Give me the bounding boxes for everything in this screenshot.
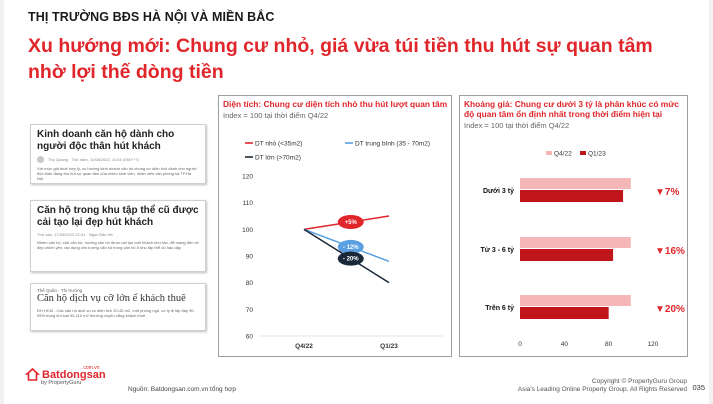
copyright: Copyright © PropertyGuru Group Asia's Le… (517, 378, 687, 393)
x-tick-label: 0 (518, 341, 522, 348)
change-label: ▼20% (655, 304, 685, 315)
source-note: Nguồn: Batdongsan.com.vn tổng hợp (128, 386, 236, 393)
bar-q4-22 (520, 237, 631, 248)
area-line-chart: DT nhỏ (<35m2) DT trung bình (35 - 70m2) D… (242, 140, 444, 350)
avatar (37, 156, 44, 163)
bar-q4-22 (520, 178, 631, 189)
bar-q1-23 (520, 307, 609, 319)
article-card-3: Thế Quân · Thị trường Căn hộ dịch vụ cỡ … (30, 283, 206, 331)
x-tick-label: 80 (605, 341, 613, 348)
y-tick-label: 120 (242, 174, 253, 181)
legend-swatch (546, 151, 552, 155)
area-panel: Diện tích: Chung cư diện tích nhỏ thu hú… (218, 95, 452, 357)
bar-q1-23 (520, 190, 624, 202)
x-tick-label: Q1/23 (380, 343, 398, 350)
area-panel-subtitle: Index = 100 tại thời điểm Q4/22 (223, 111, 329, 120)
batdongsan-logo: .com.vn Batdongsan by PropertyGuru (24, 365, 106, 386)
article-headline: Kinh doanh căn hộ dành cho người độc thâ… (37, 129, 175, 152)
article-excerpt: Nhiều căn hộ, chủ căn hộ, hướng căn hộ đ… (37, 240, 199, 250)
y-tick-label: 90 (246, 254, 254, 261)
article-excerpt: ĐH HCM - Các căn hộ dịch vụ có diện tích… (37, 308, 195, 318)
logo-word: Batdongsan (42, 368, 106, 381)
category-label: Trên 6 tỷ (485, 305, 514, 312)
article-source: Thế Quân · Thị trường (37, 288, 83, 293)
change-pill (337, 251, 364, 266)
change-label: +5% (345, 220, 358, 226)
y-tick-label: 80 (246, 280, 254, 287)
x-tick-label: 120 (648, 341, 659, 348)
category-label: Dưới 3 tỷ (483, 188, 514, 195)
house-logo-icon (24, 367, 41, 381)
legend-label: DT nhỏ (<35m2) (255, 140, 302, 148)
x-tick-label: 40 (561, 341, 569, 348)
article-meta: Thu Quang · Thứ năm, 11/08/2022, 11:54 (… (48, 157, 139, 162)
article-meta: Thứ sáu, 17/03/2023 22:41 · Ngọc Bảo Hà (37, 232, 113, 237)
bar-q4-22 (520, 295, 631, 306)
legend-label: Q4/22 (554, 151, 572, 158)
y-tick-label: 100 (242, 227, 253, 234)
change-label: - 20% (343, 257, 359, 263)
legend-swatch (580, 151, 586, 155)
section-kicker: THỊ TRƯỜNG BĐS HÀ NỘI VÀ MIỀN BẮC (28, 10, 275, 24)
slide: THỊ TRƯỜNG BĐS HÀ NỘI VÀ MIỀN BẮC Xu hướ… (4, 0, 709, 404)
area-panel-title: Diện tích: Chung cư diện tích nhỏ thu hú… (223, 99, 448, 109)
price-panel: Khoảng giá: Chung cư dưới 3 tỷ là phân k… (459, 95, 688, 357)
price-panel-subtitle: Index = 100 tại thời điểm Q4/22 (464, 121, 570, 130)
change-label: - 12% (343, 245, 359, 251)
change-label: ▼7% (655, 187, 679, 198)
article-headline: Căn hộ trong khu tập thể cũ được cải tạo… (37, 205, 199, 228)
change-pill (337, 215, 364, 229)
price-bar-chart: Q4/22 Q1/23 Dưới 3 tỷ ▼7% Từ 3 - 6 tỷ ▼16% Trê… (481, 151, 685, 349)
change-pill (337, 239, 364, 254)
article-card-2: Căn hộ trong khu tập thể cũ được cải tạo… (30, 200, 206, 272)
y-tick-label: 60 (246, 334, 254, 341)
legend-label: DT trung bình (35 - 70m2) (355, 141, 430, 148)
article-headline: Căn hộ dịch vụ cỡ lớn ế khách thuê (37, 293, 186, 304)
legend-label: Q1/23 (588, 151, 606, 158)
y-tick-label: 110 (243, 200, 254, 207)
price-panel-title: Khoảng giá: Chung cư dưới 3 tỷ là phân k… (464, 99, 679, 119)
x-tick-label: Q4/22 (295, 343, 313, 350)
change-label: ▼16% (655, 246, 685, 257)
legend-label: DT lớn (>70m2) (255, 155, 301, 162)
category-label: Từ 3 - 6 tỷ (481, 247, 515, 254)
article-card-1: Kinh doanh căn hộ dành cho người độc thâ… (30, 124, 206, 184)
slide-title: Xu hướng mới: Chung cư nhỏ, giá vừa túi … (28, 35, 653, 83)
bar-q1-23 (520, 249, 614, 261)
logo-tagline: by PropertyGuru (41, 380, 82, 386)
y-tick-label: 70 (246, 307, 254, 314)
page-number: 035 (692, 383, 705, 392)
article-excerpt: Với mức giá thuê hợp lý, xu hướng kinh d… (37, 166, 197, 181)
